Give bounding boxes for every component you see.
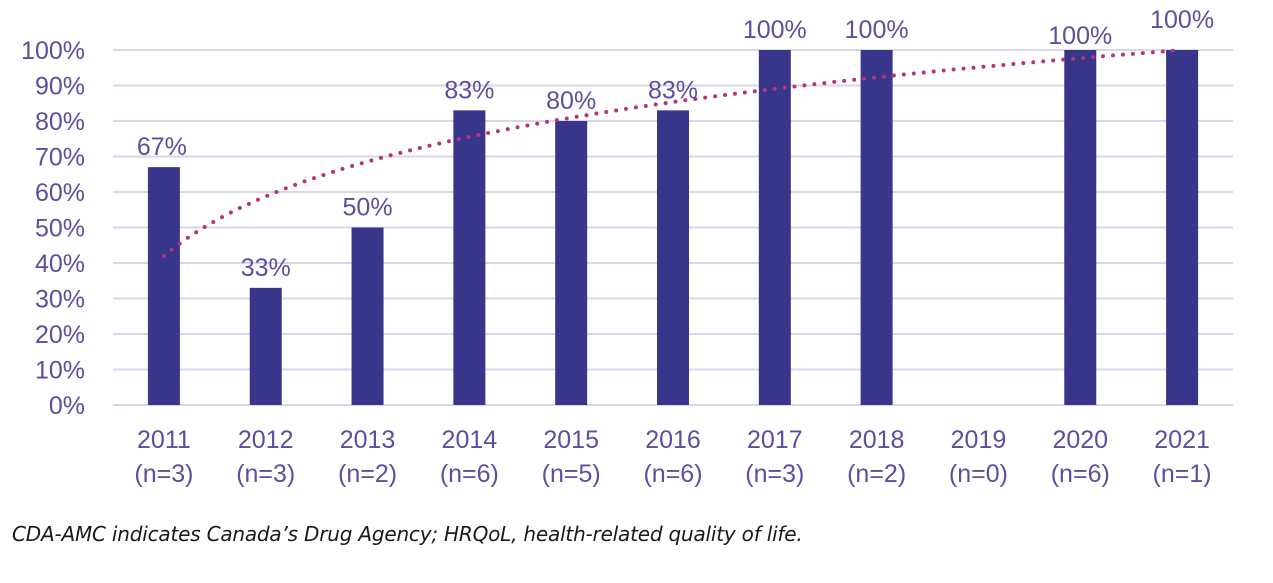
y-tick-label: 40%	[35, 250, 85, 278]
data-label: 83%	[444, 76, 494, 104]
data-label: 33%	[241, 254, 291, 282]
x-tick-label: 2015	[543, 426, 599, 454]
x-tick-sublabel: (n=3)	[236, 460, 295, 488]
x-tick-label: 2014	[442, 426, 498, 454]
x-tick-label: 2017	[747, 426, 803, 454]
x-axis-labels: 2011 (n=3) 2012 (n=3) 2013 (n=2) 2014 (n=6) 2015…	[134, 426, 1211, 488]
x-tick-sublabel: (n=3)	[745, 460, 804, 488]
bar-2011	[147, 167, 180, 405]
y-tick-label: 0%	[49, 392, 85, 420]
y-tick-label: 10%	[35, 357, 85, 385]
bar-2012	[249, 287, 282, 405]
bar-chart: 0% 10% 20% 30% 40% 50% 60% 70% 80% 90% 100% 67% 33%…	[21, 6, 1233, 488]
x-tick-label: 2013	[340, 426, 396, 454]
y-tick-label: 20%	[35, 321, 85, 349]
data-label: 100%	[1150, 6, 1214, 34]
x-tick-label: 2021	[1154, 426, 1210, 454]
x-tick-label: 2012	[238, 426, 294, 454]
x-tick-label: 2020	[1052, 426, 1108, 454]
data-label: 50%	[343, 194, 393, 222]
y-tick-label: 80%	[35, 108, 85, 136]
x-tick-sublabel: (n=0)	[949, 460, 1008, 488]
trendline	[161, 48, 1179, 258]
data-label: 100%	[1048, 22, 1112, 50]
bar-2016	[657, 110, 689, 405]
bar-2013	[351, 227, 384, 405]
bar-2014	[453, 110, 486, 405]
data-label: 100%	[743, 16, 807, 44]
x-tick-sublabel: (n=1)	[1153, 460, 1212, 488]
figure-caption: CDA-AMC indicates Canada’s Drug Agency; …	[12, 522, 803, 546]
x-tick-label: 2018	[849, 426, 905, 454]
bar-2017	[758, 50, 791, 405]
y-tick-label: 70%	[35, 144, 85, 172]
y-axis-ticks: 0% 10% 20% 30% 40% 50% 60% 70% 80% 90% 100%	[21, 37, 85, 420]
x-tick-label: 2011	[137, 426, 191, 454]
data-label: 100%	[845, 16, 909, 44]
x-tick-label: 2019	[951, 426, 1007, 454]
x-tick-sublabel: (n=6)	[643, 460, 702, 488]
bar-2018	[860, 50, 893, 405]
y-tick-label: 60%	[35, 179, 85, 207]
bar-2020	[1064, 50, 1097, 405]
y-tick-label: 30%	[35, 286, 85, 314]
bars	[147, 50, 1199, 405]
x-tick-label: 2016	[645, 426, 701, 454]
x-tick-sublabel: (n=3)	[134, 460, 193, 488]
x-tick-sublabel: (n=5)	[542, 460, 601, 488]
data-label: 83%	[648, 76, 698, 104]
bar-2015	[555, 121, 588, 405]
x-tick-sublabel: (n=6)	[440, 460, 499, 488]
data-label: 80%	[546, 87, 596, 115]
x-tick-sublabel: (n=6)	[1051, 460, 1110, 488]
y-tick-label: 90%	[35, 73, 85, 101]
x-tick-sublabel: (n=2)	[847, 460, 906, 488]
x-tick-sublabel: (n=2)	[338, 460, 397, 488]
y-tick-label: 50%	[35, 215, 85, 243]
bar-2021	[1166, 50, 1199, 405]
y-tick-label: 100%	[21, 37, 85, 65]
data-labels: 67% 33% 50% 83% 80% 83% 100% 100% 100% 100%	[137, 6, 1214, 282]
data-label: 67%	[137, 133, 187, 161]
